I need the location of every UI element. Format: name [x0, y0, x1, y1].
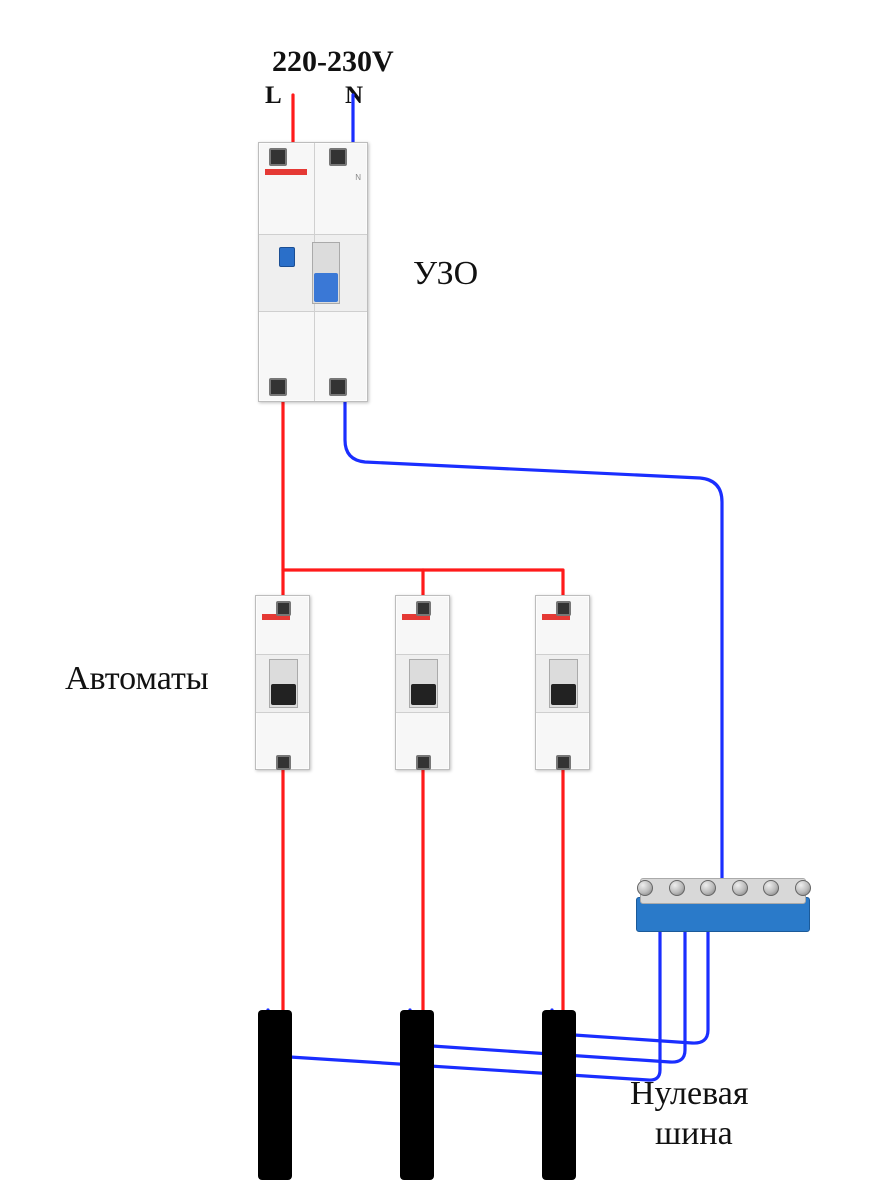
busbar-screw — [637, 880, 653, 896]
cb3-terminal-in — [556, 601, 571, 616]
neutral-bus-bar — [636, 878, 810, 932]
output-cable-2 — [400, 1010, 434, 1180]
cb3-terminal-out — [556, 755, 571, 770]
busbar-plate — [640, 878, 806, 904]
cb3-toggle-lever — [551, 684, 575, 705]
rcd-terminal-in-L — [269, 148, 287, 166]
cb1-toggle-lever — [271, 684, 295, 705]
busbar-screw — [669, 880, 685, 896]
circuit-breaker-3 — [535, 595, 590, 770]
wiring-diagram: { "canvas": { "w": 875, "h": 1200, "bg":… — [0, 0, 875, 1200]
rcd-terminal-in-N — [329, 148, 347, 166]
rcd-test-button — [279, 247, 295, 267]
cb1-terminal-out — [276, 755, 291, 770]
rcd-terminal-out-L — [269, 378, 287, 396]
cb1-terminal-in — [276, 601, 291, 616]
output-cable-3 — [542, 1010, 576, 1180]
rcd-brand-stripe — [265, 169, 307, 175]
rcd-marking: N — [355, 173, 361, 182]
cb2-terminal-in — [416, 601, 431, 616]
busbar-screw — [795, 880, 811, 896]
circuit-breaker-2 — [395, 595, 450, 770]
busbar-screw — [732, 880, 748, 896]
circuit-breaker-1 — [255, 595, 310, 770]
rcd-device: N — [258, 142, 368, 402]
cb2-terminal-out — [416, 755, 431, 770]
rcd-toggle-lever — [314, 273, 338, 302]
output-cable-1 — [258, 1010, 292, 1180]
rcd-terminal-out-N — [329, 378, 347, 396]
cb2-toggle-lever — [411, 684, 435, 705]
